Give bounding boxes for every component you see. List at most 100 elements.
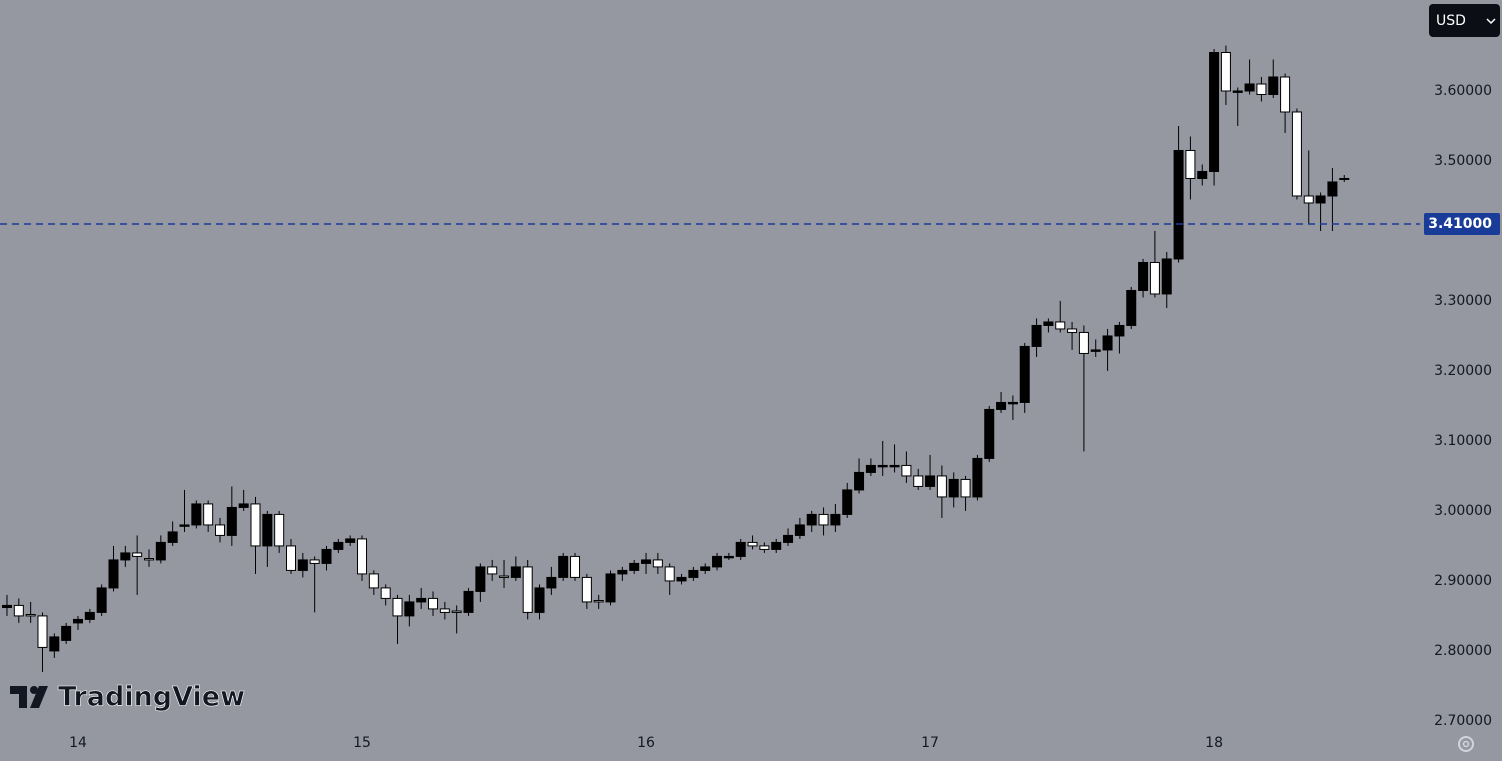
candle-body [1303, 195, 1314, 204]
candle-body [416, 597, 427, 603]
x-tick-label: 15 [353, 735, 371, 751]
candle-body [84, 611, 95, 620]
candle-body [392, 597, 403, 617]
candle-body [357, 538, 368, 575]
currency-selector[interactable]: USD [1429, 4, 1500, 37]
candle-body [1209, 51, 1220, 172]
candle-body [771, 541, 782, 550]
gear-ring[interactable] [1458, 736, 1474, 752]
candle-body [226, 506, 237, 536]
candle-body [759, 545, 770, 550]
candle-body [913, 475, 924, 487]
candle-body [286, 545, 297, 571]
y-tick-label: 3.20000 [1434, 363, 1492, 379]
candle-body [155, 541, 166, 561]
candle-body [499, 575, 510, 578]
candle-body [368, 573, 379, 589]
candle-body [984, 408, 995, 459]
candle-body [700, 566, 711, 571]
candle-body [865, 464, 876, 473]
candle-body [948, 478, 959, 498]
candle-body [191, 503, 202, 526]
candle-body [1256, 83, 1267, 95]
candle-body [546, 576, 557, 589]
dropdown-arrow[interactable] [1486, 18, 1496, 25]
candle-body [723, 555, 734, 559]
currency-label[interactable]: USD [1436, 13, 1466, 29]
candle-body [830, 513, 841, 526]
candle-body [1126, 289, 1137, 326]
settings-icon[interactable] [1458, 736, 1474, 752]
candle-body [1055, 321, 1066, 330]
candle-body [1291, 111, 1302, 197]
candle-body [428, 597, 439, 610]
price-label: 3.41000 [1428, 216, 1492, 232]
candle-body [510, 566, 521, 578]
candle-body [1339, 177, 1350, 180]
candle-body [1149, 261, 1160, 295]
candle-body [593, 600, 604, 603]
candle-body [1019, 345, 1030, 403]
candle-body [1007, 401, 1018, 405]
candle-body [132, 552, 143, 557]
candle-body [652, 559, 663, 568]
candle-body [309, 559, 320, 564]
gear-center[interactable] [1462, 740, 1470, 748]
candle-body [842, 489, 853, 515]
candle-body [321, 548, 332, 564]
candle-body [345, 538, 356, 543]
candle-body [72, 618, 83, 624]
candle-body [936, 475, 947, 498]
candle-body [889, 464, 900, 468]
candle-body [1138, 261, 1149, 291]
y-tick-label: 2.90000 [1434, 573, 1492, 589]
candle-body [120, 552, 131, 561]
candle-body [215, 524, 225, 536]
candle-body [806, 513, 817, 526]
candle-body [747, 541, 758, 547]
candle-body [333, 541, 344, 550]
y-tick-label: 2.80000 [1434, 643, 1492, 659]
candle-body [404, 601, 415, 617]
candle-body [487, 566, 498, 575]
candle-body [1, 604, 12, 609]
y-tick-label: 3.60000 [1434, 83, 1492, 99]
candle-body [1268, 76, 1279, 95]
candle-body [380, 587, 391, 599]
candle-body [1114, 324, 1125, 337]
candle-body [1315, 195, 1326, 204]
candle-body [179, 524, 190, 527]
candle-body [49, 636, 60, 652]
candle-body [996, 401, 1007, 410]
candle-body [794, 524, 805, 536]
y-tick-label: 2.70000 [1434, 713, 1492, 729]
candle-body [143, 558, 154, 561]
candle-body [641, 559, 652, 564]
candle-body [629, 562, 640, 571]
candle-body [925, 475, 936, 487]
candle-body [1078, 331, 1089, 354]
y-tick-label: 3.30000 [1434, 293, 1492, 309]
candle-body [818, 513, 829, 526]
plot-area [0, 45, 1420, 672]
currency-button[interactable] [1429, 4, 1500, 37]
candle-body [558, 555, 569, 578]
candle-body [972, 457, 983, 498]
y-tick-label: 3.10000 [1434, 433, 1492, 449]
candle-body [712, 555, 723, 568]
candle-body [605, 573, 616, 603]
x-tick-label: 14 [69, 735, 87, 751]
candle-body [617, 569, 628, 575]
candle-body [108, 559, 119, 589]
candle-body [1173, 149, 1184, 260]
price-axis: 2.70000 2.80000 2.90000 3.00000 3.10000 3.200… [69, 83, 1500, 751]
candle-body [735, 541, 746, 557]
logo-dot [30, 686, 38, 694]
candle-body [1102, 335, 1113, 351]
candle-body [1161, 258, 1172, 295]
candle-body [783, 534, 794, 543]
candle-body [238, 503, 249, 508]
candle-body [1067, 328, 1078, 333]
candle-body [25, 614, 36, 617]
